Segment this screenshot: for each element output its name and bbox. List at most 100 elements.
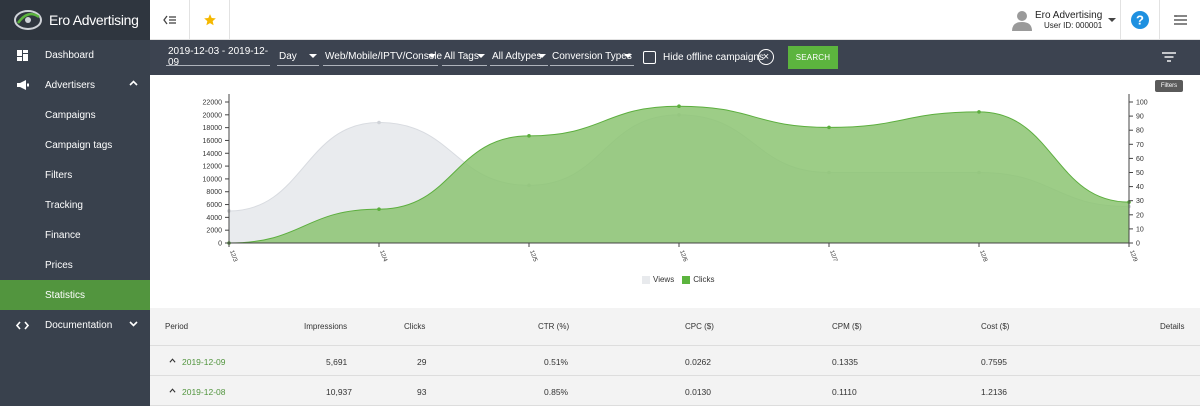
- data-point-views: [377, 120, 381, 125]
- y-tick-label-left: 14000: [203, 151, 223, 158]
- tags-value: All Tags: [444, 51, 479, 62]
- adtypes-select[interactable]: All Adtypes: [490, 48, 548, 66]
- search-button[interactable]: SEARCH: [788, 46, 838, 69]
- sidebar-item-label: Prices: [45, 259, 73, 271]
- sidebar-item-finance[interactable]: Finance: [0, 220, 150, 250]
- column-header-period[interactable]: Period: [165, 322, 189, 331]
- brand-logo[interactable]: Ero Advertising: [0, 0, 150, 40]
- sidebar-item-filters[interactable]: Filters: [0, 160, 150, 190]
- legend-label-views[interactable]: Views: [653, 275, 675, 284]
- y-tick-label-left: 0: [218, 241, 222, 248]
- y-tick-label-left: 12000: [203, 164, 223, 171]
- sidebar-item-campaigns[interactable]: Campaigns: [0, 100, 150, 130]
- caret-down-icon: [477, 54, 485, 58]
- y-tick-label-left: 2000: [206, 228, 222, 235]
- table-header: Period Impressions Clicks CTR (%) CPC ($…: [150, 308, 1200, 346]
- platform-value: Web/Mobile/IPTV/Console: [325, 51, 443, 62]
- x-tick-label: 12/3: [228, 250, 238, 264]
- x-tick-label: 12/6: [678, 250, 688, 264]
- period-link[interactable]: 2019-12-08: [182, 387, 226, 397]
- help-icon: ?: [1131, 11, 1149, 29]
- close-icon: ×: [762, 50, 770, 63]
- brand-name: Ero Advertising: [49, 12, 139, 28]
- data-point-clicks: [977, 110, 981, 114]
- caret-down-icon: [309, 54, 317, 58]
- column-header-details: Details: [1160, 322, 1185, 331]
- y-tick-label-left: 10000: [203, 176, 223, 183]
- column-header-impressions[interactable]: Impressions: [304, 322, 348, 331]
- data-point-clicks: [827, 125, 831, 130]
- logo-icon: [14, 10, 42, 30]
- column-header-cost[interactable]: Cost ($): [981, 322, 1010, 331]
- column-header-cpc[interactable]: CPC ($): [685, 322, 714, 331]
- cell-cpc: 0.0262: [685, 357, 711, 367]
- y-tick-label-left: 18000: [203, 125, 223, 132]
- granularity-select[interactable]: Day: [277, 48, 319, 66]
- y-tick-label-right: 90: [1136, 114, 1144, 121]
- sidebar: Ero Advertising Dashboard Advertisers Ca…: [0, 0, 150, 406]
- cell-cost: 1.2136: [981, 387, 1007, 397]
- x-tick-label: 12/4: [378, 250, 388, 264]
- sidebar-item-statistics[interactable]: Statistics: [0, 280, 150, 310]
- caret-down-icon: [428, 54, 436, 58]
- user-name: Ero Advertising: [1035, 9, 1103, 21]
- chevron-up-icon[interactable]: [169, 387, 176, 394]
- legend-swatch-views: [642, 275, 650, 284]
- series-area-clicks: [229, 106, 1129, 243]
- y-tick-label-right: 100: [1136, 100, 1148, 107]
- x-tick-label: 12/5: [528, 250, 538, 264]
- chevron-up-icon: [129, 80, 138, 86]
- cell-cost: 0.7595: [981, 357, 1007, 367]
- tags-select[interactable]: All Tags: [442, 48, 487, 66]
- table-row: 2019-12-08 10,937 93 0.85% 0.0130 0.1110…: [150, 376, 1200, 406]
- sidebar-item-tracking[interactable]: Tracking: [0, 190, 150, 220]
- sidebar-item-documentation[interactable]: Documentation: [0, 310, 150, 340]
- sidebar-item-campaign-tags[interactable]: Campaign tags: [0, 130, 150, 160]
- sidebar-item-prices[interactable]: Prices: [0, 250, 150, 280]
- user-menu[interactable]: Ero Advertising User ID: 000001: [1012, 9, 1117, 31]
- top-bar: Ero Advertising User ID: 000001 ?: [150, 0, 1200, 40]
- clear-filters-button[interactable]: ×: [758, 49, 774, 65]
- y-tick-label-right: 20: [1136, 212, 1144, 219]
- sidebar-item-advertisers[interactable]: Advertisers: [0, 70, 150, 100]
- y-tick-label-right: 0: [1136, 241, 1140, 248]
- chevron-down-icon: [129, 321, 138, 327]
- y-tick-label-right: 40: [1136, 184, 1144, 191]
- period-link[interactable]: 2019-12-09: [182, 357, 226, 367]
- adtypes-value: All Adtypes: [492, 51, 542, 62]
- sidebar-item-label: Dashboard: [45, 49, 94, 61]
- caret-down-icon: [538, 54, 546, 58]
- cell-impressions: 5,691: [326, 357, 348, 367]
- collapse-sidebar-button[interactable]: [150, 0, 190, 40]
- column-header-ctr[interactable]: CTR (%): [538, 322, 570, 331]
- caret-down-icon: [624, 54, 632, 58]
- conversion-types-select[interactable]: Conversion Types: [550, 48, 634, 66]
- help-button[interactable]: ?: [1120, 0, 1160, 40]
- column-header-clicks[interactable]: Clicks: [404, 322, 426, 331]
- favorites-button[interactable]: [190, 0, 230, 40]
- y-tick-label-right: 50: [1136, 170, 1144, 177]
- date-range-input[interactable]: 2019-12-03 - 2019-12-09: [166, 45, 270, 68]
- code-icon: [0, 320, 45, 330]
- column-header-cpm[interactable]: CPM ($): [832, 322, 862, 331]
- chevron-up-icon[interactable]: [169, 357, 176, 364]
- caret-down-icon: [1108, 18, 1117, 22]
- legend-label-clicks[interactable]: Clicks: [693, 275, 715, 284]
- conversion-types-value: Conversion Types: [552, 51, 632, 62]
- hide-offline-checkbox[interactable]: [643, 51, 656, 64]
- sidebar-item-label: Finance: [45, 229, 81, 241]
- sidebar-item-label: Statistics: [45, 289, 86, 301]
- star-icon: [203, 14, 216, 26]
- filter-toggle-button[interactable]: [1160, 48, 1178, 66]
- sidebar-item-label: Campaigns: [45, 109, 96, 121]
- y-tick-label-right: 70: [1136, 142, 1144, 149]
- y-tick-label-left: 8000: [206, 189, 222, 196]
- sidebar-item-dashboard[interactable]: Dashboard: [0, 40, 150, 70]
- platform-select[interactable]: Web/Mobile/IPTV/Console: [323, 48, 442, 66]
- data-point-clicks: [377, 207, 381, 211]
- y-tick-label-left: 20000: [203, 112, 223, 119]
- app-menu-button[interactable]: [1160, 0, 1200, 40]
- date-range-value: 2019-12-03 - 2019-12-09: [168, 45, 269, 68]
- cell-clicks: 93: [417, 387, 427, 397]
- y-tick-label-right: 30: [1136, 198, 1144, 205]
